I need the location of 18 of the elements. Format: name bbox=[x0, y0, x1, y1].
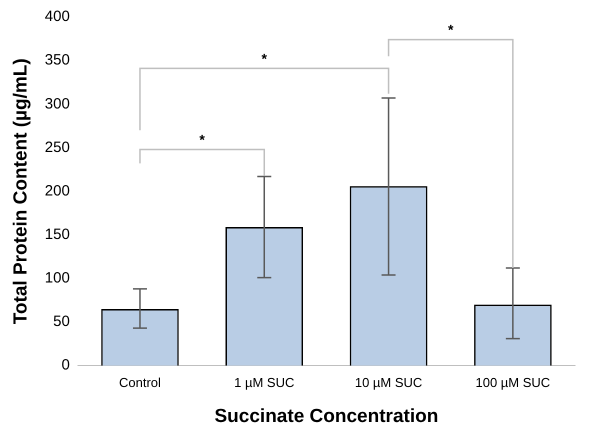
y-tick-label: 150 bbox=[44, 226, 70, 244]
x-tick-label: 10 µM SUC bbox=[354, 374, 422, 390]
y-tick-label: 100 bbox=[44, 270, 70, 287]
y-tick-label: 350 bbox=[44, 52, 70, 69]
y-axis-title: Total Protein Content (µg/mL) bbox=[10, 58, 32, 324]
x-axis-title: Succinate Concentration bbox=[214, 406, 438, 427]
y-tick-label: 200 bbox=[44, 182, 70, 200]
annotation: * bbox=[199, 131, 206, 148]
y-tick-label: 300 bbox=[44, 95, 70, 112]
x-tick-label: Control bbox=[119, 374, 162, 390]
y-tick-label: 250 bbox=[44, 138, 70, 156]
y-tick-label: 50 bbox=[53, 313, 70, 330]
annotation: * bbox=[262, 50, 268, 66]
y-tick-label: 400 bbox=[44, 8, 70, 26]
x-tick-label: 100 µM SUC bbox=[476, 374, 550, 390]
x-tick-label: 1 µM SUC bbox=[234, 374, 294, 390]
annotation: * bbox=[448, 22, 454, 38]
y-tick-label: 0 bbox=[61, 356, 70, 374]
